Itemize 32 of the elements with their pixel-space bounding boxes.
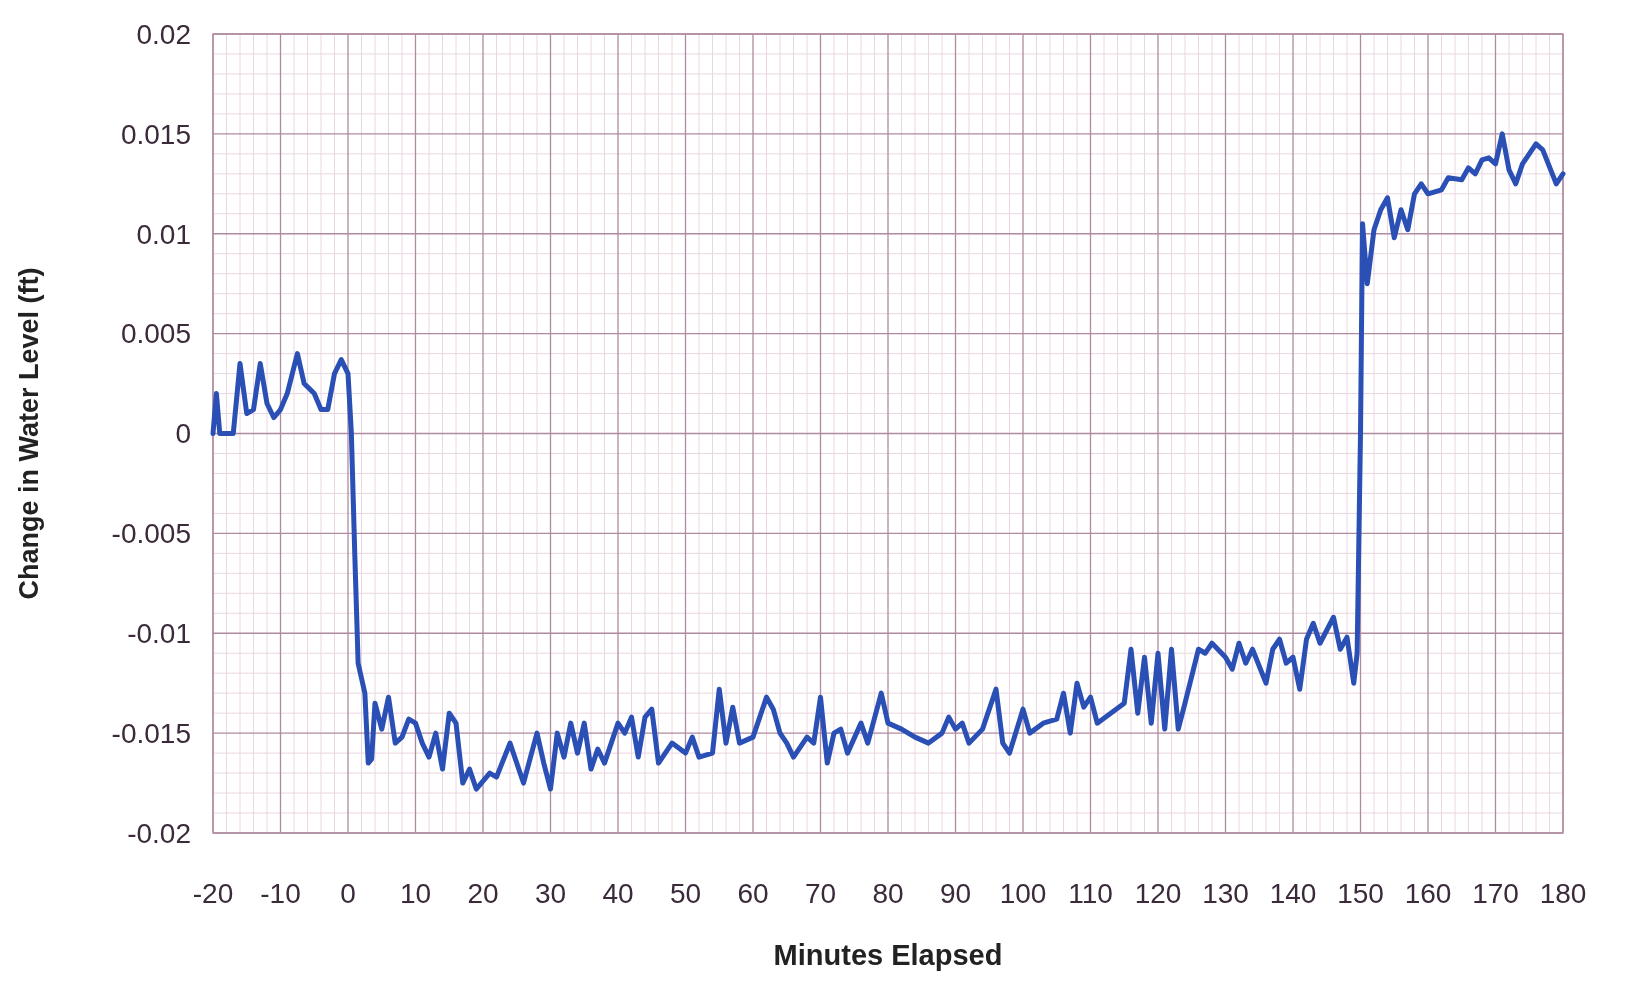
- x-tick-label: -10: [260, 878, 301, 909]
- x-tick-label: 20: [467, 878, 499, 909]
- y-tick-label: 0: [175, 418, 191, 450]
- y-tick-label: 0.015: [120, 118, 191, 150]
- y-tick-label: -0.005: [111, 518, 191, 550]
- x-tick-label: 130: [1202, 878, 1249, 909]
- x-tick-label: 180: [1539, 878, 1587, 909]
- x-tick-label: 40: [602, 878, 634, 909]
- y-axis-title: Change in Water Level (ft): [14, 267, 44, 600]
- x-tick-label: 140: [1269, 878, 1317, 909]
- x-tick-label: -20: [192, 878, 234, 909]
- y-tick-label: 0.005: [120, 318, 191, 350]
- y-tick-label: -0.02: [127, 817, 191, 849]
- x-tick-label: 30: [534, 878, 567, 909]
- x-tick-label: 120: [1134, 878, 1182, 909]
- x-tick-label: 150: [1337, 878, 1384, 909]
- x-axis-title: Minutes Elapsed: [773, 939, 1003, 971]
- x-tick-label: 160: [1404, 878, 1452, 909]
- x-tick-label: 100: [999, 878, 1047, 909]
- x-tick-label: 80: [872, 878, 904, 909]
- x-tick-label: 170: [1472, 878, 1519, 909]
- x-tick-label: 0: [340, 878, 356, 909]
- y-tick-label: -0.015: [111, 717, 191, 749]
- y-tick-label: -0.01: [127, 618, 191, 650]
- x-tick-label: 90: [939, 878, 972, 909]
- x-tick-label: 60: [737, 878, 769, 909]
- x-tick-label: 70: [804, 878, 837, 909]
- x-tick-label: 10: [399, 878, 432, 909]
- y-tick-label: 0.02: [136, 18, 191, 50]
- x-tick-label: 110: [1068, 878, 1113, 909]
- x-tick-label: 50: [669, 878, 702, 909]
- y-tick-label: 0.01: [136, 218, 191, 250]
